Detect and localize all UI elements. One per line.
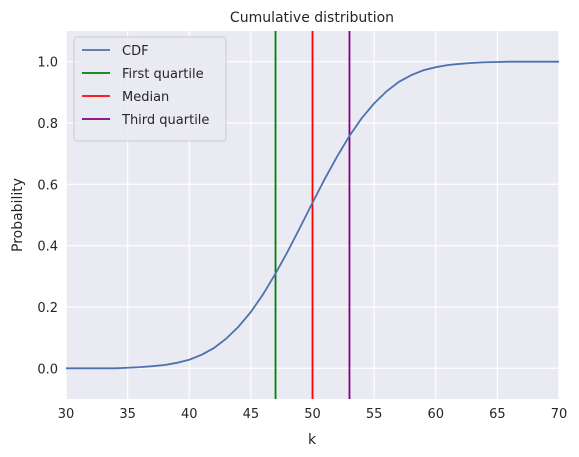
x-tick-label: 30 (58, 407, 75, 422)
x-tick-label: 40 (181, 407, 198, 422)
y-tick-label: 0.4 (37, 240, 58, 255)
y-axis: 0.0 0.2 0.4 0.6 0.8 1.0 (37, 56, 58, 378)
x-tick-label: 50 (304, 407, 321, 422)
reference-lines (274, 31, 351, 399)
x-tick-label: 70 (551, 407, 568, 422)
y-tick-label: 0.8 (37, 117, 58, 132)
x-axis: 30 35 40 45 50 55 60 65 70 (58, 407, 568, 422)
y-tick-label: 0.2 (37, 301, 58, 316)
legend-label: First quartile (122, 67, 204, 82)
x-tick-label: 60 (427, 407, 444, 422)
chart-title: Cumulative distribution (230, 10, 394, 26)
legend-frame (73, 36, 227, 142)
x-tick-label: 65 (489, 407, 506, 422)
x-tick-label: 35 (119, 407, 136, 422)
x-tick-label: 45 (243, 407, 260, 422)
series-layer (66, 60, 559, 370)
legend: CDF First quartile Median Third quartile (73, 36, 227, 142)
y-tick-label: 1.0 (37, 56, 58, 71)
x-tick-label: 55 (366, 407, 383, 422)
y-axis-label: Probability (10, 178, 26, 252)
cdf-line (66, 60, 559, 370)
legend-label: Median (122, 90, 169, 105)
y-tick-label: 0.0 (37, 362, 58, 377)
y-tick-label: 0.6 (37, 178, 58, 193)
legend-label: CDF (122, 44, 149, 59)
x-axis-label: k (308, 432, 317, 448)
legend-label: Third quartile (121, 113, 209, 128)
